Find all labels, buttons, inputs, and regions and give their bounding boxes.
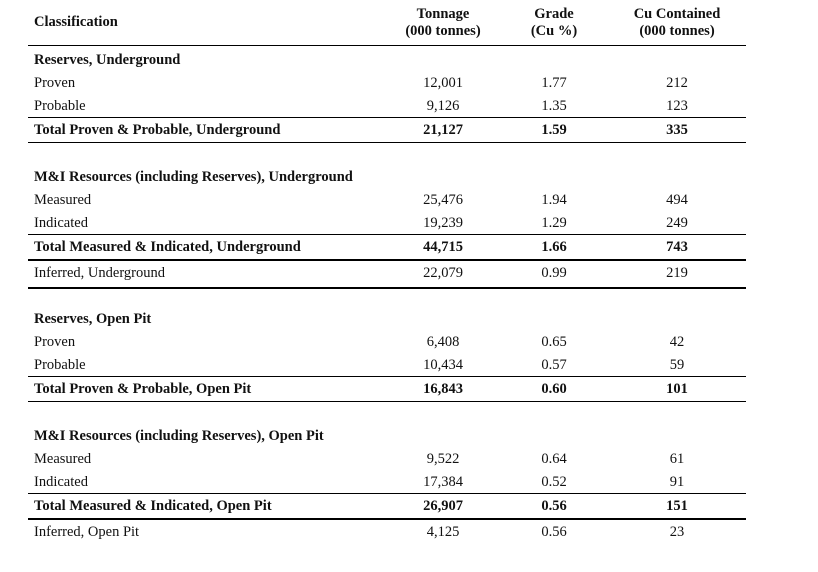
inferred-row: Inferred, Underground 22,079 0.99 219: [28, 261, 746, 289]
inferred-row: Inferred, Open Pit 4,125 0.56 23: [34, 524, 685, 540]
table-row: Probable 10,434 0.57 59: [34, 357, 685, 373]
spacer: [28, 143, 746, 165]
section-title-ug-resources: M&I Resources (including Reserves), Unde…: [34, 169, 353, 185]
table-row: Measured 9,522 0.64 61: [34, 451, 685, 467]
section-title-op-resources: M&I Resources (including Reserves), Open…: [34, 428, 324, 444]
section-title-ug-reserves: Reserves, Underground: [34, 52, 181, 68]
header-classification: Classification: [34, 14, 118, 30]
total-row: Total Measured & Indicated, Underground …: [28, 234, 746, 261]
header-tonnage: Tonnage (000 tonnes): [405, 6, 481, 39]
total-row: Total Measured & Indicated, Open Pit 26,…: [28, 493, 746, 520]
total-row: Total Proven & Probable, Open Pit 16,843…: [28, 376, 746, 402]
table-row: Measured 25,476 1.94 494: [34, 192, 688, 208]
section-title-op-reserves: Reserves, Open Pit: [34, 311, 152, 327]
table-row: Indicated 17,384 0.52 91: [34, 474, 685, 490]
header-grade: Grade (Cu %): [530, 6, 578, 39]
total-row: Total Proven & Probable, Underground 21,…: [28, 117, 746, 143]
spacer: [28, 289, 746, 307]
table-row: Proven 12,001 1.77 212: [34, 75, 688, 91]
table-row: Probable 9,126 1.35 123: [34, 98, 688, 114]
spacer: [28, 402, 746, 424]
header-cu-contained: Cu Contained (000 tonnes): [633, 6, 721, 39]
table-row: Proven 6,408 0.65 42: [34, 334, 685, 350]
reserves-resources-table: Classification Tonnage (000 tonnes) Grad…: [28, 0, 746, 546]
table-row: Indicated 19,239 1.29 249: [34, 215, 688, 231]
table-header: Classification Tonnage (000 tonnes) Grad…: [28, 0, 746, 46]
